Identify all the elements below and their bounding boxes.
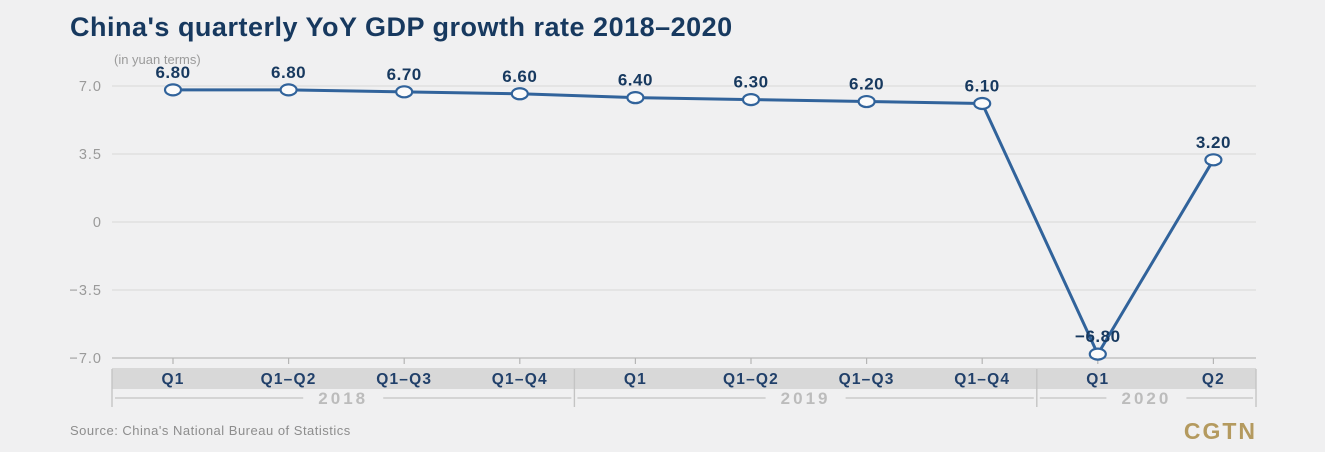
data-point-marker xyxy=(1088,347,1107,361)
data-point-marker xyxy=(510,87,529,101)
data-label: 6.10 xyxy=(965,76,1000,95)
year-label: 2019 xyxy=(781,389,831,408)
data-point-marker xyxy=(279,83,298,97)
category-label: Q1–Q3 xyxy=(839,371,895,388)
data-label: −6.80 xyxy=(1075,327,1121,346)
data-point-marker xyxy=(741,92,761,107)
category-band xyxy=(112,368,1256,389)
data-point-marker xyxy=(395,85,414,99)
category-label: Q1 xyxy=(161,371,184,388)
data-point-marker xyxy=(626,91,645,105)
data-label: 6.40 xyxy=(618,71,653,90)
source-note: Source: China's National Bureau of Stati… xyxy=(70,423,351,438)
chart-subtitle: (in yuan terms) xyxy=(114,52,201,67)
data-label: 6.70 xyxy=(387,65,422,84)
y-tick-label: 3.5 xyxy=(79,147,102,163)
category-label: Q1–Q4 xyxy=(492,371,548,388)
chart-title: China's quarterly YoY GDP growth rate 20… xyxy=(70,12,733,42)
data-label: 3.20 xyxy=(1196,133,1231,152)
data-point-marker xyxy=(973,96,992,111)
category-label: Q1 xyxy=(1086,371,1109,388)
y-tick-label: 7.0 xyxy=(79,79,102,95)
y-tick-label: 0 xyxy=(93,215,102,231)
data-label: 6.20 xyxy=(849,75,884,94)
category-label: Q1–Q2 xyxy=(261,371,317,388)
year-label: 2018 xyxy=(318,389,368,408)
data-label: 6.60 xyxy=(502,67,537,86)
category-label: Q1–Q4 xyxy=(954,371,1010,388)
category-label: Q1–Q3 xyxy=(376,371,432,388)
category-label: Q1–Q2 xyxy=(723,371,779,388)
series-line xyxy=(171,88,1215,356)
y-tick-label: −7.0 xyxy=(69,351,102,367)
data-label: 6.80 xyxy=(271,63,306,82)
data-label: 6.30 xyxy=(733,73,768,92)
data-point-marker xyxy=(857,94,876,109)
category-label: Q2 xyxy=(1202,371,1225,388)
data-point-marker xyxy=(163,83,183,97)
y-tick-label: −3.5 xyxy=(69,283,102,299)
year-label: 2020 xyxy=(1121,389,1171,408)
data-point-marker xyxy=(1204,153,1223,167)
category-label: Q1 xyxy=(624,371,647,388)
data-label: 6.80 xyxy=(155,63,190,82)
cgtn-logo: CGTN xyxy=(1183,418,1257,444)
